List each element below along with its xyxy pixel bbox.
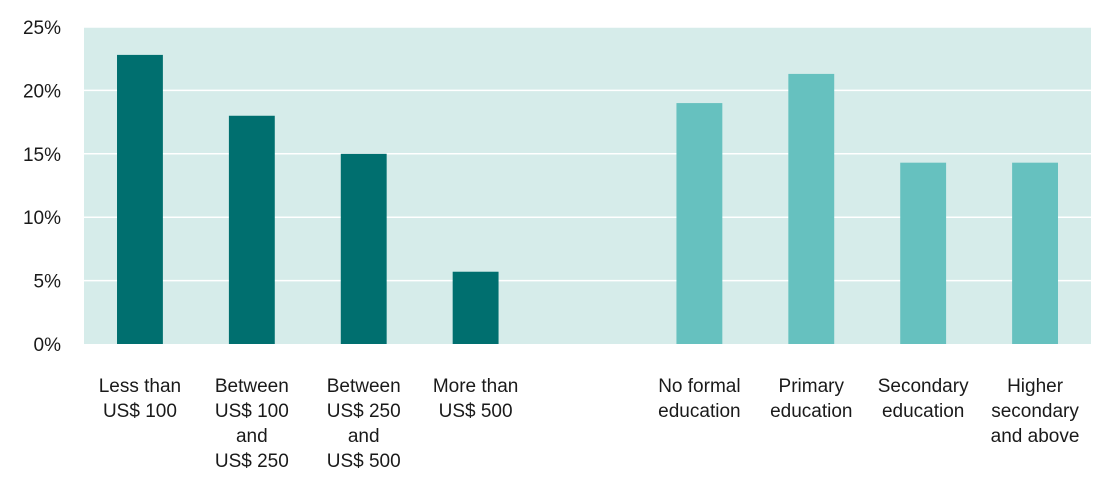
- bar: [117, 54, 163, 345]
- y-tick-label: 20%: [23, 81, 61, 102]
- x-tick-label-line: Between: [215, 376, 289, 397]
- x-tick-label-line: US$ 500: [327, 451, 401, 472]
- x-tick-label-line: More than: [433, 376, 519, 397]
- x-tick-label-line: US$ 100: [215, 401, 289, 422]
- bar: [676, 103, 723, 344]
- bar: [340, 153, 387, 344]
- y-tick-label: 15%: [23, 145, 61, 166]
- y-tick-label: 0%: [34, 335, 62, 356]
- x-tick-label-line: and: [348, 426, 380, 447]
- y-tick-label: 10%: [23, 208, 61, 229]
- y-tick-label: 25%: [23, 18, 61, 39]
- x-tick-label-line: education: [882, 401, 964, 422]
- x-tick-label-line: Between: [327, 376, 401, 397]
- x-tick-label: Less than US$ 100: [99, 376, 181, 422]
- bar: [228, 115, 275, 344]
- x-axis: Less than US$ 100 Between US$ 100 and US$ 250…: [99, 376, 1080, 472]
- bar: [788, 73, 835, 344]
- x-tick-label-line: No formal: [658, 376, 740, 397]
- x-tick-label: Primary education: [770, 376, 852, 422]
- x-tick-label-line: Secondary: [878, 376, 969, 397]
- x-tick-label-line: US$ 500: [439, 401, 513, 422]
- x-tick-label: Between US$ 100 and US$ 250: [215, 376, 289, 472]
- x-tick-label-line: and above: [991, 426, 1080, 447]
- bar: [1012, 162, 1058, 344]
- x-tick-label-line: Less than: [99, 376, 181, 397]
- x-tick-label-line: secondary: [991, 401, 1079, 422]
- x-tick-label: Between US$ 250 and US$ 500: [327, 376, 401, 472]
- x-tick-label: More than US$ 500: [433, 376, 519, 422]
- x-tick-label-line: US$ 250: [327, 401, 401, 422]
- x-tick-label-line: US$ 100: [103, 401, 177, 422]
- bar: [900, 162, 947, 344]
- x-tick-label: No formal education: [658, 376, 740, 422]
- x-tick-label-line: Higher: [1007, 376, 1064, 397]
- x-tick-label-line: education: [658, 401, 740, 422]
- y-tick-label: 5%: [34, 272, 62, 293]
- x-tick-label-line: Primary: [779, 376, 845, 397]
- x-tick-label: Higher secondary and above: [991, 376, 1080, 447]
- bars: [117, 54, 1058, 345]
- x-tick-label-line: and: [236, 426, 268, 447]
- x-tick-label: Secondary education: [878, 376, 969, 422]
- x-tick-label-line: US$ 250: [215, 451, 289, 472]
- bar: [452, 271, 499, 344]
- x-tick-label-line: education: [770, 401, 852, 422]
- y-axis: 0% 5% 10% 15% 20% 25%: [23, 18, 61, 356]
